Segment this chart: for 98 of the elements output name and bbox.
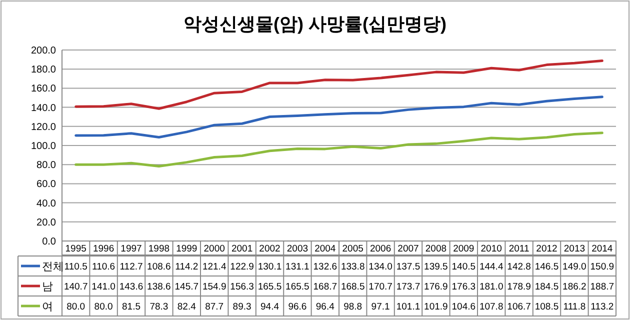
data-label: 80.0	[94, 302, 113, 312]
x-tick-label: 2009	[453, 244, 474, 254]
x-tick-label: 2004	[314, 244, 336, 254]
data-label: 143.6	[119, 282, 144, 292]
data-label: 78.3	[150, 302, 168, 312]
data-label: 139.5	[424, 262, 448, 272]
y-tick-label: 80.0	[36, 160, 56, 172]
data-label: 111.8	[563, 302, 586, 312]
data-label: 114.2	[175, 262, 198, 272]
data-label: 122.9	[230, 262, 254, 272]
data-label: 110.6	[92, 262, 116, 272]
data-label: 149.0	[562, 262, 586, 272]
data-label: 137.5	[396, 262, 420, 272]
data-label: 112.7	[120, 262, 143, 272]
data-label: 145.7	[174, 282, 199, 292]
data-label: 97.1	[371, 302, 390, 312]
data-label: 138.6	[147, 282, 171, 292]
data-label: 101.9	[424, 302, 448, 312]
x-tick-label: 2012	[536, 244, 558, 254]
data-label: 132.6	[313, 262, 338, 272]
data-label: 176.3	[452, 282, 476, 292]
data-label: 184.5	[534, 282, 559, 292]
line-series	[74, 96, 604, 139]
y-tick-label: 60.0	[36, 179, 56, 190]
x-tick-label: 2010	[480, 244, 502, 254]
y-tick-label: 0.0	[42, 236, 56, 248]
y-tick-label: 160.0	[30, 84, 56, 95]
y-tick-label: 40.0	[36, 198, 56, 210]
data-label: 101.1	[396, 302, 420, 312]
data-label: 186.2	[562, 282, 586, 292]
x-tick-label: 1999	[176, 244, 198, 254]
x-tick-label: 2008	[425, 244, 447, 254]
data-label: 96.6	[288, 302, 307, 312]
y-tick-label: 120.0	[30, 122, 56, 133]
data-label: 140.5	[452, 262, 476, 272]
data-label: 165.5	[286, 282, 310, 292]
data-label: 133.8	[340, 262, 365, 272]
y-tick-label: 20.0	[36, 217, 56, 228]
data-label: 150.9	[590, 262, 614, 272]
data-label: 131.1	[286, 262, 310, 272]
y-tick-label: 200.0	[30, 46, 56, 56]
y-tick-label: 100.0	[30, 141, 56, 152]
chart-title: 악성신생물(암) 사망률(십만명당)	[184, 14, 446, 34]
data-label: 146.5	[534, 262, 559, 272]
data-label: 168.5	[340, 282, 365, 292]
x-tick-label: 1998	[148, 244, 170, 254]
data-label: 181.0	[479, 282, 504, 292]
data-label: 156.3	[230, 282, 254, 292]
data-label: 113.2	[590, 302, 614, 312]
data-label: 110.5	[64, 262, 88, 272]
data-label: 108.6	[147, 262, 171, 272]
data-label: 154.9	[202, 282, 226, 292]
data-label: 89.3	[232, 302, 252, 312]
x-tick-label: 2002	[259, 244, 280, 254]
x-tick-label: 2001	[231, 244, 253, 254]
data-label: 98.8	[344, 302, 362, 312]
legend-label: 전체	[42, 261, 64, 273]
line-series	[74, 60, 604, 110]
data-label: 130.1	[258, 262, 282, 272]
data-label: 144.4	[479, 262, 504, 272]
x-tick-label: 2013	[564, 244, 586, 254]
x-tick-label: 1996	[92, 244, 114, 254]
data-label: 80.0	[66, 302, 86, 312]
data-label: 96.4	[316, 302, 334, 312]
line-series	[74, 132, 604, 168]
x-tick-label: 2006	[370, 244, 392, 254]
legend-label: 여	[42, 301, 53, 313]
data-label: 141.0	[92, 282, 116, 292]
x-tick-label: 2007	[398, 244, 419, 254]
y-tick-label: 180.0	[30, 64, 56, 76]
legend-label: 남	[42, 281, 53, 293]
y-tick-label: 140.0	[30, 102, 56, 114]
x-tick-label: 1995	[65, 244, 86, 254]
data-label: 140.7	[64, 282, 88, 292]
x-tick-label: 2005	[342, 244, 364, 254]
data-label: 94.4	[260, 302, 279, 312]
data-label: 173.7	[396, 282, 420, 292]
data-label: 108.5	[534, 302, 559, 312]
x-tick-label: 1997	[120, 244, 142, 254]
data-label: 107.8	[479, 302, 504, 312]
data-label: 81.5	[122, 302, 140, 312]
data-label: 106.7	[507, 302, 531, 312]
data-label: 142.8	[507, 262, 531, 272]
data-label: 165.5	[258, 282, 282, 292]
x-tick-label: 2014	[592, 244, 613, 254]
data-label: 104.6	[452, 302, 476, 312]
data-label: 170.7	[368, 282, 392, 292]
data-label: 176.9	[424, 282, 448, 292]
data-label: 82.4	[177, 302, 196, 312]
data-label: 188.7	[590, 282, 614, 292]
data-label: 134.0	[368, 262, 392, 272]
data-label: 178.9	[507, 282, 531, 292]
x-tick-label: 2011	[508, 244, 530, 254]
data-label: 121.4	[202, 262, 226, 272]
x-tick-label: 2000	[204, 244, 225, 254]
data-label: 87.7	[205, 302, 224, 312]
x-tick-label: 2003	[286, 244, 308, 254]
data-label: 168.7	[313, 282, 338, 292]
